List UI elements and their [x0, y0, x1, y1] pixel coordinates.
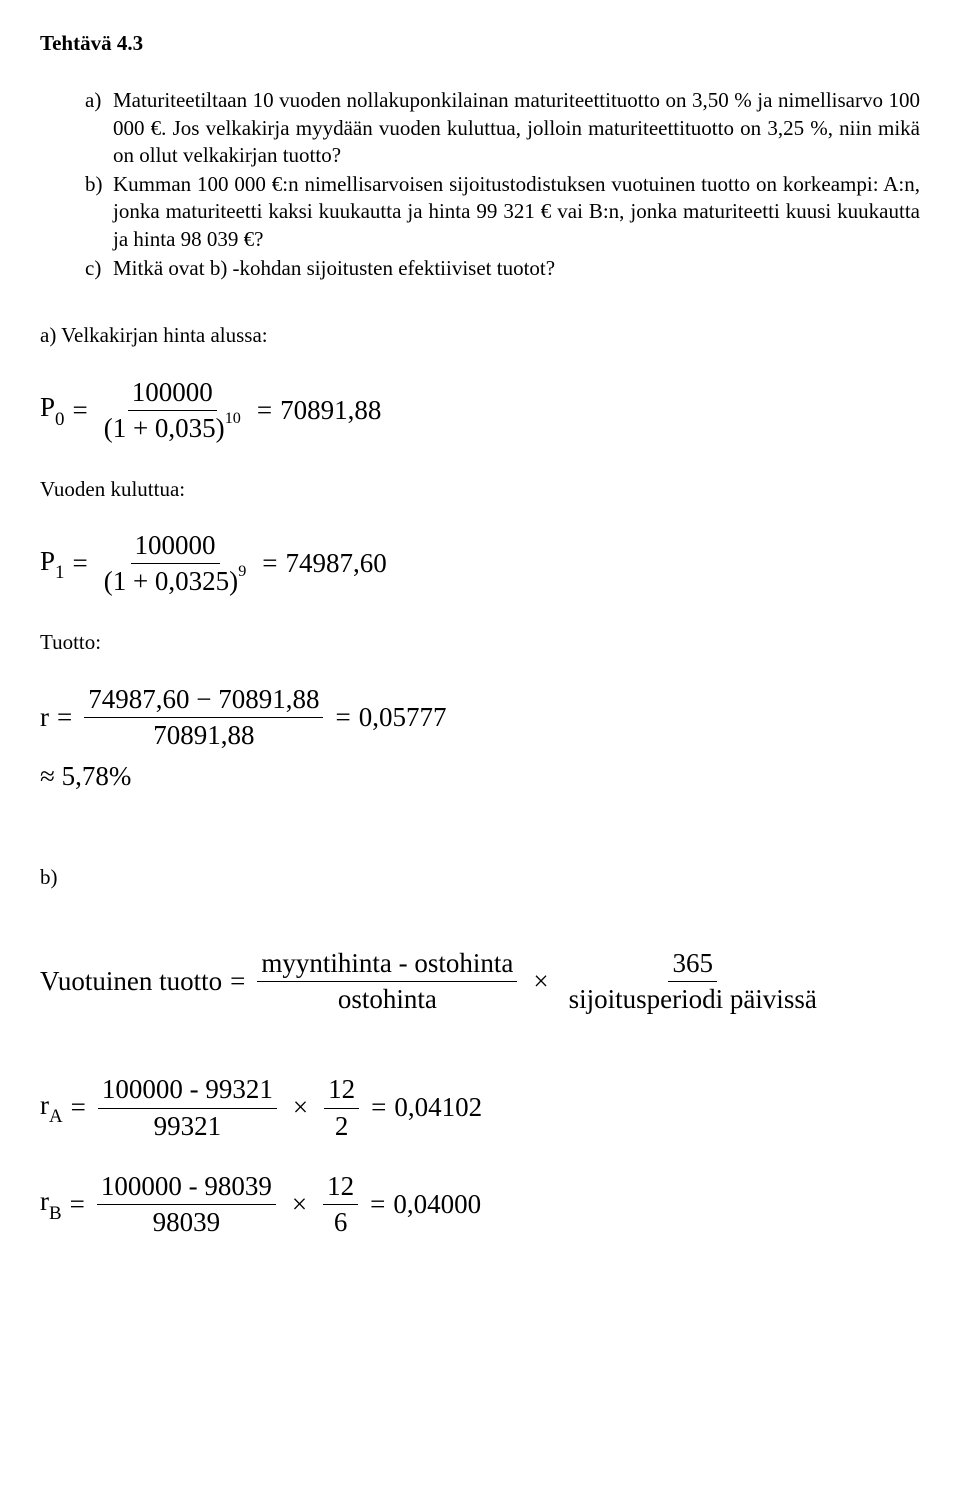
rb-frac1-den: 98039	[149, 1205, 225, 1240]
p0-denominator: (1 + 0,035)10	[100, 411, 245, 446]
p0-var: P	[40, 392, 55, 422]
rb-lhs: rB	[40, 1184, 62, 1224]
equals-sign: =	[262, 546, 277, 581]
p0-lhs: P0	[40, 390, 64, 430]
ra-frac1-num: 100000 - 99321	[98, 1072, 277, 1108]
tuotto-label: Tuotto:	[40, 629, 920, 656]
p1-var: P	[40, 546, 55, 576]
p0-den-exp: 10	[225, 409, 241, 427]
p1-den-exp: 9	[238, 562, 246, 580]
task-a-text: Maturiteetiltaan 10 vuoden nollakuponkil…	[113, 87, 920, 169]
ra-frac2-den: 2	[331, 1109, 353, 1144]
ra-frac2: 12 2	[324, 1072, 359, 1143]
task-list: a) Maturiteetiltaan 10 vuoden nollakupon…	[85, 87, 920, 282]
p0-den-base: (1 + 0,035)	[104, 413, 225, 443]
equals-sign: =	[70, 1187, 85, 1222]
equals-sign: =	[72, 393, 87, 428]
p1-numerator: 100000	[131, 528, 220, 564]
task-c-text: Mitkä ovat b) -kohdan sijoitusten efekti…	[113, 255, 920, 282]
p1-lhs: P1	[40, 544, 64, 584]
equals-sign: =	[71, 1090, 86, 1125]
rb-sub: B	[49, 1203, 62, 1224]
r-numerator: 74987,60 − 70891,88	[84, 682, 323, 718]
rb-frac2-num: 12	[323, 1169, 358, 1205]
equation-ra: rA = 100000 - 99321 99321 × 12 2 = 0,041…	[40, 1072, 920, 1143]
equation-rb: rB = 100000 - 98039 98039 × 12 6 = 0,040…	[40, 1169, 920, 1240]
r-result: 0,05777	[359, 700, 447, 735]
times-sign: ×	[289, 1090, 312, 1125]
task-a-letter: a)	[85, 87, 113, 169]
rb-result: 0,04000	[393, 1187, 481, 1222]
p0-result: 70891,88	[280, 393, 381, 428]
annual-frac2: 365 sijoitusperiodi päivissä	[565, 946, 821, 1017]
rb-frac2-den: 6	[330, 1205, 352, 1240]
equals-sign: =	[370, 1187, 385, 1222]
p1-denominator: (1 + 0,0325)9	[100, 564, 251, 599]
task-a: a) Maturiteetiltaan 10 vuoden nollakupon…	[85, 87, 920, 169]
p1-fraction: 100000 (1 + 0,0325)9	[100, 528, 251, 599]
p1-result: 74987,60	[286, 546, 387, 581]
exercise-title: Tehtävä 4.3	[40, 30, 920, 57]
annual-yield-label: Vuotuinen tuotto	[40, 964, 222, 999]
rb-frac1-num: 100000 - 98039	[97, 1169, 276, 1205]
equation-annual-yield: Vuotuinen tuotto = myyntihinta - ostohin…	[40, 946, 920, 1017]
rb-frac1: 100000 - 98039 98039	[97, 1169, 276, 1240]
ra-frac2-num: 12	[324, 1072, 359, 1108]
equals-sign: =	[335, 700, 350, 735]
rb-var: r	[40, 1186, 49, 1216]
p0-fraction: 100000 (1 + 0,035)10	[100, 375, 245, 446]
task-c-letter: c)	[85, 255, 113, 282]
rb-frac2: 12 6	[323, 1169, 358, 1240]
equals-sign: =	[72, 546, 87, 581]
task-b: b) Kumman 100 000 €:n nimellisarvoisen s…	[85, 171, 920, 253]
ra-frac1-den: 99321	[150, 1109, 226, 1144]
ra-result: 0,04102	[394, 1090, 482, 1125]
annual-frac1: myyntihinta - ostohinta ostohinta	[257, 946, 517, 1017]
equation-p0: P0 = 100000 (1 + 0,035)10 = 70891,88	[40, 375, 920, 446]
p0-numerator: 100000	[128, 375, 217, 411]
ra-frac1: 100000 - 99321 99321	[98, 1072, 277, 1143]
r-approx: ≈ 5,78%	[40, 759, 131, 794]
equals-sign: =	[57, 700, 72, 735]
equals-sign: =	[371, 1090, 386, 1125]
equals-sign: =	[230, 964, 245, 999]
ra-var: r	[40, 1090, 49, 1120]
r-fraction: 74987,60 − 70891,88 70891,88	[84, 682, 323, 753]
task-c: c) Mitkä ovat b) -kohdan sijoitusten efe…	[85, 255, 920, 282]
section-a-heading: a) Velkakirjan hinta alussa:	[40, 322, 920, 349]
p0-sub: 0	[55, 409, 64, 430]
annual-frac1-num: myyntihinta - ostohinta	[257, 946, 517, 982]
equation-r: r = 74987,60 − 70891,88 70891,88 = 0,057…	[40, 682, 920, 794]
p1-sub: 1	[55, 562, 64, 583]
section-b-label: b)	[40, 864, 920, 891]
equation-p1: P1 = 100000 (1 + 0,0325)9 = 74987,60	[40, 528, 920, 599]
p1-den-base: (1 + 0,0325)	[104, 566, 238, 596]
equals-sign: =	[257, 393, 272, 428]
r-lhs: r	[40, 700, 49, 735]
ra-lhs: rA	[40, 1088, 63, 1128]
annual-frac2-den: sijoitusperiodi päivissä	[565, 982, 821, 1017]
annual-frac1-den: ostohinta	[334, 982, 441, 1017]
annual-frac2-num: 365	[668, 946, 717, 982]
times-sign: ×	[529, 964, 552, 999]
vuoden-kuluttua-label: Vuoden kuluttua:	[40, 476, 920, 503]
times-sign: ×	[288, 1187, 311, 1222]
ra-sub: A	[49, 1106, 63, 1127]
r-denominator: 70891,88	[149, 718, 258, 753]
task-b-letter: b)	[85, 171, 113, 253]
task-b-text: Kumman 100 000 €:n nimellisarvoisen sijo…	[113, 171, 920, 253]
